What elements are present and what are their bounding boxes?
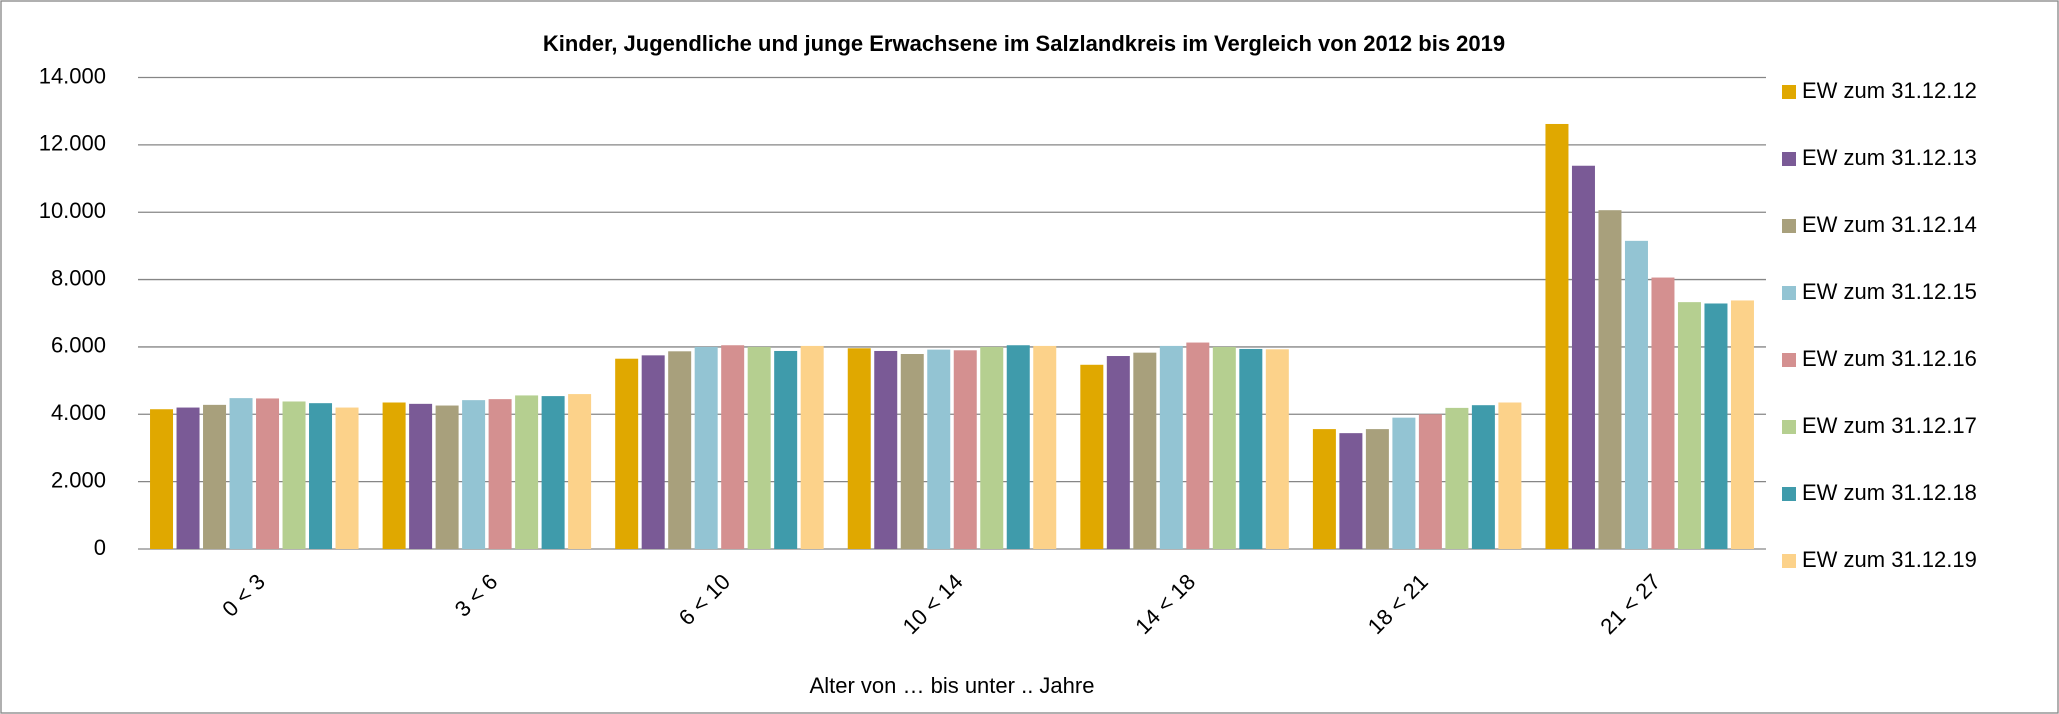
y-tick-label: 8.000 — [51, 265, 106, 290]
bar — [1704, 303, 1728, 549]
legend-label: EW zum 31.12.18 — [1802, 480, 1977, 505]
legend-swatch — [1782, 286, 1796, 300]
bar — [1239, 348, 1263, 549]
bar — [203, 404, 227, 549]
legend-label: EW zum 31.12.13 — [1802, 145, 1977, 170]
bar — [1598, 210, 1622, 549]
bar — [1080, 364, 1104, 549]
bar — [668, 351, 692, 549]
bar — [1033, 345, 1057, 549]
bar — [1677, 302, 1701, 549]
bar — [747, 346, 771, 549]
bar — [1651, 277, 1675, 549]
bar — [980, 346, 1004, 549]
y-tick-label: 0 — [94, 535, 106, 560]
bar — [1159, 345, 1183, 549]
bar — [1106, 356, 1130, 549]
legend-swatch — [1782, 487, 1796, 501]
legend-swatch — [1782, 353, 1796, 367]
bar — [1730, 300, 1754, 549]
legend-label: EW zum 31.12.14 — [1802, 212, 1977, 237]
chart-title: Kinder, Jugendliche und junge Erwachsene… — [543, 31, 1505, 56]
bar — [847, 348, 871, 549]
legend-label: EW zum 31.12.12 — [1802, 78, 1977, 103]
bar — [1365, 429, 1389, 549]
bar — [1339, 433, 1363, 549]
bar — [1133, 352, 1157, 549]
legend-label: EW zum 31.12.19 — [1802, 547, 1977, 572]
bar — [1471, 405, 1495, 549]
bar — [488, 399, 512, 549]
bar — [800, 345, 824, 549]
bar — [1212, 346, 1236, 549]
bar — [1498, 402, 1522, 549]
bar — [462, 400, 486, 549]
y-tick-label: 6.000 — [51, 333, 106, 358]
legend-swatch — [1782, 219, 1796, 233]
bar — [615, 358, 639, 549]
legend-label: EW zum 31.12.15 — [1802, 279, 1977, 304]
y-tick-label: 2.000 — [51, 467, 106, 492]
legend-label: EW zum 31.12.16 — [1802, 346, 1977, 371]
bar — [515, 395, 539, 549]
bar — [1006, 345, 1030, 549]
bar — [694, 346, 718, 549]
bar — [409, 403, 433, 549]
legend-swatch — [1782, 85, 1796, 99]
bar — [1186, 342, 1210, 549]
bar — [721, 345, 745, 549]
bar — [256, 398, 280, 549]
bar — [927, 349, 951, 549]
bar — [1418, 414, 1442, 549]
bar — [435, 405, 459, 549]
y-tick-label: 10.000 — [39, 198, 106, 223]
bar — [1265, 349, 1289, 549]
x-axis-label: Alter von … bis unter .. Jahre — [810, 673, 1095, 698]
y-tick-label: 12.000 — [39, 131, 106, 156]
y-tick-label: 14.000 — [39, 63, 106, 88]
legend-swatch — [1782, 554, 1796, 568]
legend-swatch — [1782, 152, 1796, 166]
bar — [541, 396, 565, 549]
y-tick-label: 4.000 — [51, 400, 106, 425]
bar — [1545, 123, 1569, 549]
bar — [229, 398, 253, 549]
bar — [335, 407, 359, 549]
bar — [953, 350, 977, 549]
bar — [874, 350, 898, 549]
bar — [176, 407, 200, 549]
bar — [309, 403, 333, 549]
bar — [1312, 429, 1336, 549]
bar — [900, 354, 924, 549]
legend-label: EW zum 31.12.17 — [1802, 413, 1977, 438]
bar — [641, 355, 665, 549]
bar — [1571, 165, 1595, 549]
bar — [1392, 417, 1416, 549]
bar — [568, 394, 592, 549]
bar — [1624, 240, 1648, 549]
legend-swatch — [1782, 420, 1796, 434]
bar — [774, 350, 798, 549]
bar — [150, 409, 174, 549]
bar — [382, 402, 406, 549]
bar — [1445, 407, 1469, 549]
bar — [282, 401, 306, 549]
